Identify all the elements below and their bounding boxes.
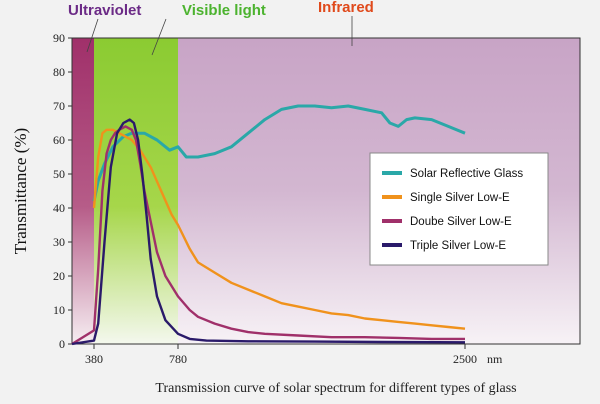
y-tick-label: 90 (53, 31, 65, 45)
x-tick-label: 2500 (453, 352, 477, 366)
region-label: Infrared (318, 0, 374, 16)
plot-frame (71, 37, 581, 345)
y-tick-label: 10 (53, 303, 65, 317)
x-tick-label: 380 (85, 352, 103, 366)
series-line-3 (71, 125, 465, 346)
y-tick-label: 30 (53, 235, 65, 249)
y-tick-label: 40 (53, 201, 65, 215)
region-label: Ultraviolet (68, 2, 141, 19)
legend-label: Solar Reflective Glass (410, 168, 523, 180)
y-tick-label: 80 (53, 65, 65, 79)
x-tick-label: 780 (169, 352, 187, 366)
y-tick-label: 50 (53, 167, 65, 181)
region-leader-line (151, 18, 167, 56)
region-visible (94, 38, 178, 344)
chart-caption: Transmission curve of solar spectrum for… (155, 381, 516, 396)
legend-label: Triple Silver Low-E (410, 240, 506, 252)
legend-label: Doube Silver Low-E (410, 216, 512, 228)
region-leader-line (86, 18, 99, 53)
legend-label: Single Silver Low-E (410, 192, 510, 204)
y-tick-label: 60 (53, 133, 65, 147)
region-label: Visible light (182, 2, 266, 19)
x-unit-label: nm (487, 352, 503, 366)
y-tick-label: 20 (53, 269, 65, 283)
region-ultraviolet (72, 38, 94, 344)
y-axis-title: Transmittance (%) (11, 128, 30, 254)
series-line-1 (92, 104, 466, 202)
series-line-2 (92, 128, 466, 330)
y-tick-label: 0 (59, 337, 65, 351)
y-tick-label: 70 (53, 99, 65, 113)
series-line-4 (71, 118, 466, 346)
